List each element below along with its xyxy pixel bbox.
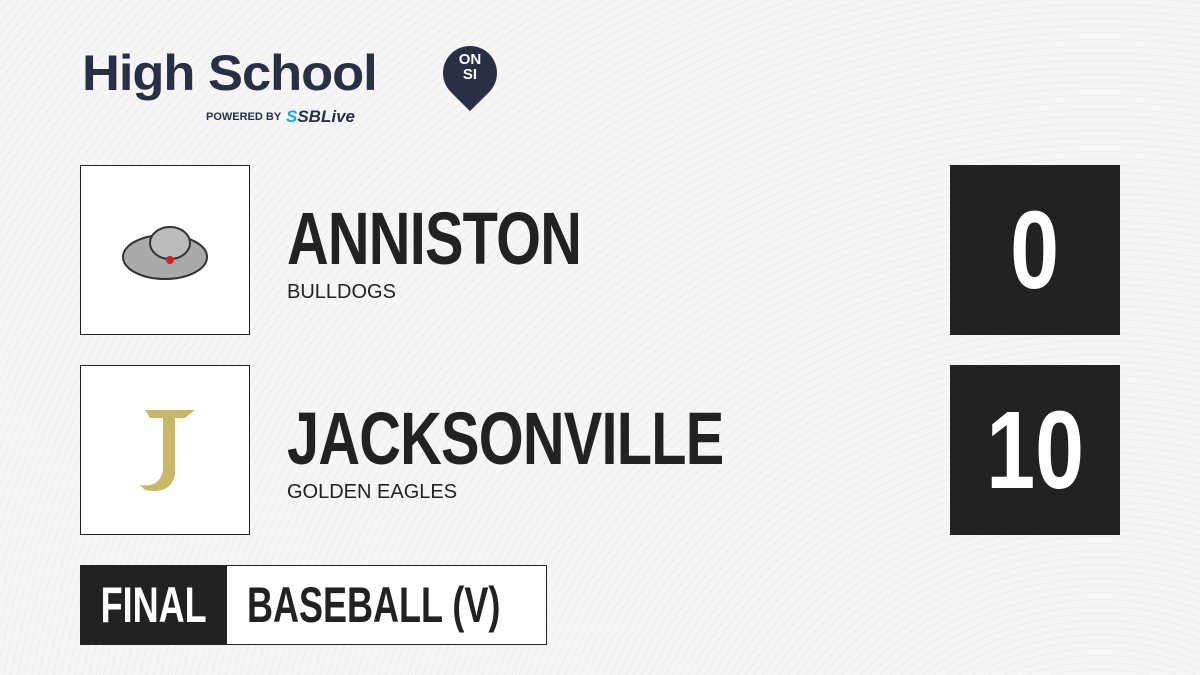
- gothic-j-icon: [140, 410, 195, 491]
- team-score: 10: [950, 365, 1120, 535]
- team-mascot: BULLDOGS: [287, 281, 396, 303]
- team-name: JACKSONVILLE: [287, 397, 724, 480]
- powered-by-label: POWERED BY: [206, 111, 282, 123]
- team-mascot: GOLDEN EAGLES: [287, 481, 458, 503]
- anniston-logo: [80, 165, 250, 335]
- team-score: 0: [950, 165, 1120, 335]
- sport-label: BASEBALL (V): [247, 577, 501, 633]
- sblive-logo: SSBLive: [286, 107, 355, 126]
- status-label: FINAL: [81, 566, 227, 644]
- team-name: ANNISTON: [287, 197, 582, 280]
- jacksonville-logo: [80, 365, 250, 535]
- on-si-badge: ON SI: [458, 51, 482, 83]
- bulldog-icon: [122, 226, 208, 280]
- brand-title: High School: [82, 45, 378, 101]
- game-status-bar: FINAL BASEBALL (V): [80, 565, 547, 645]
